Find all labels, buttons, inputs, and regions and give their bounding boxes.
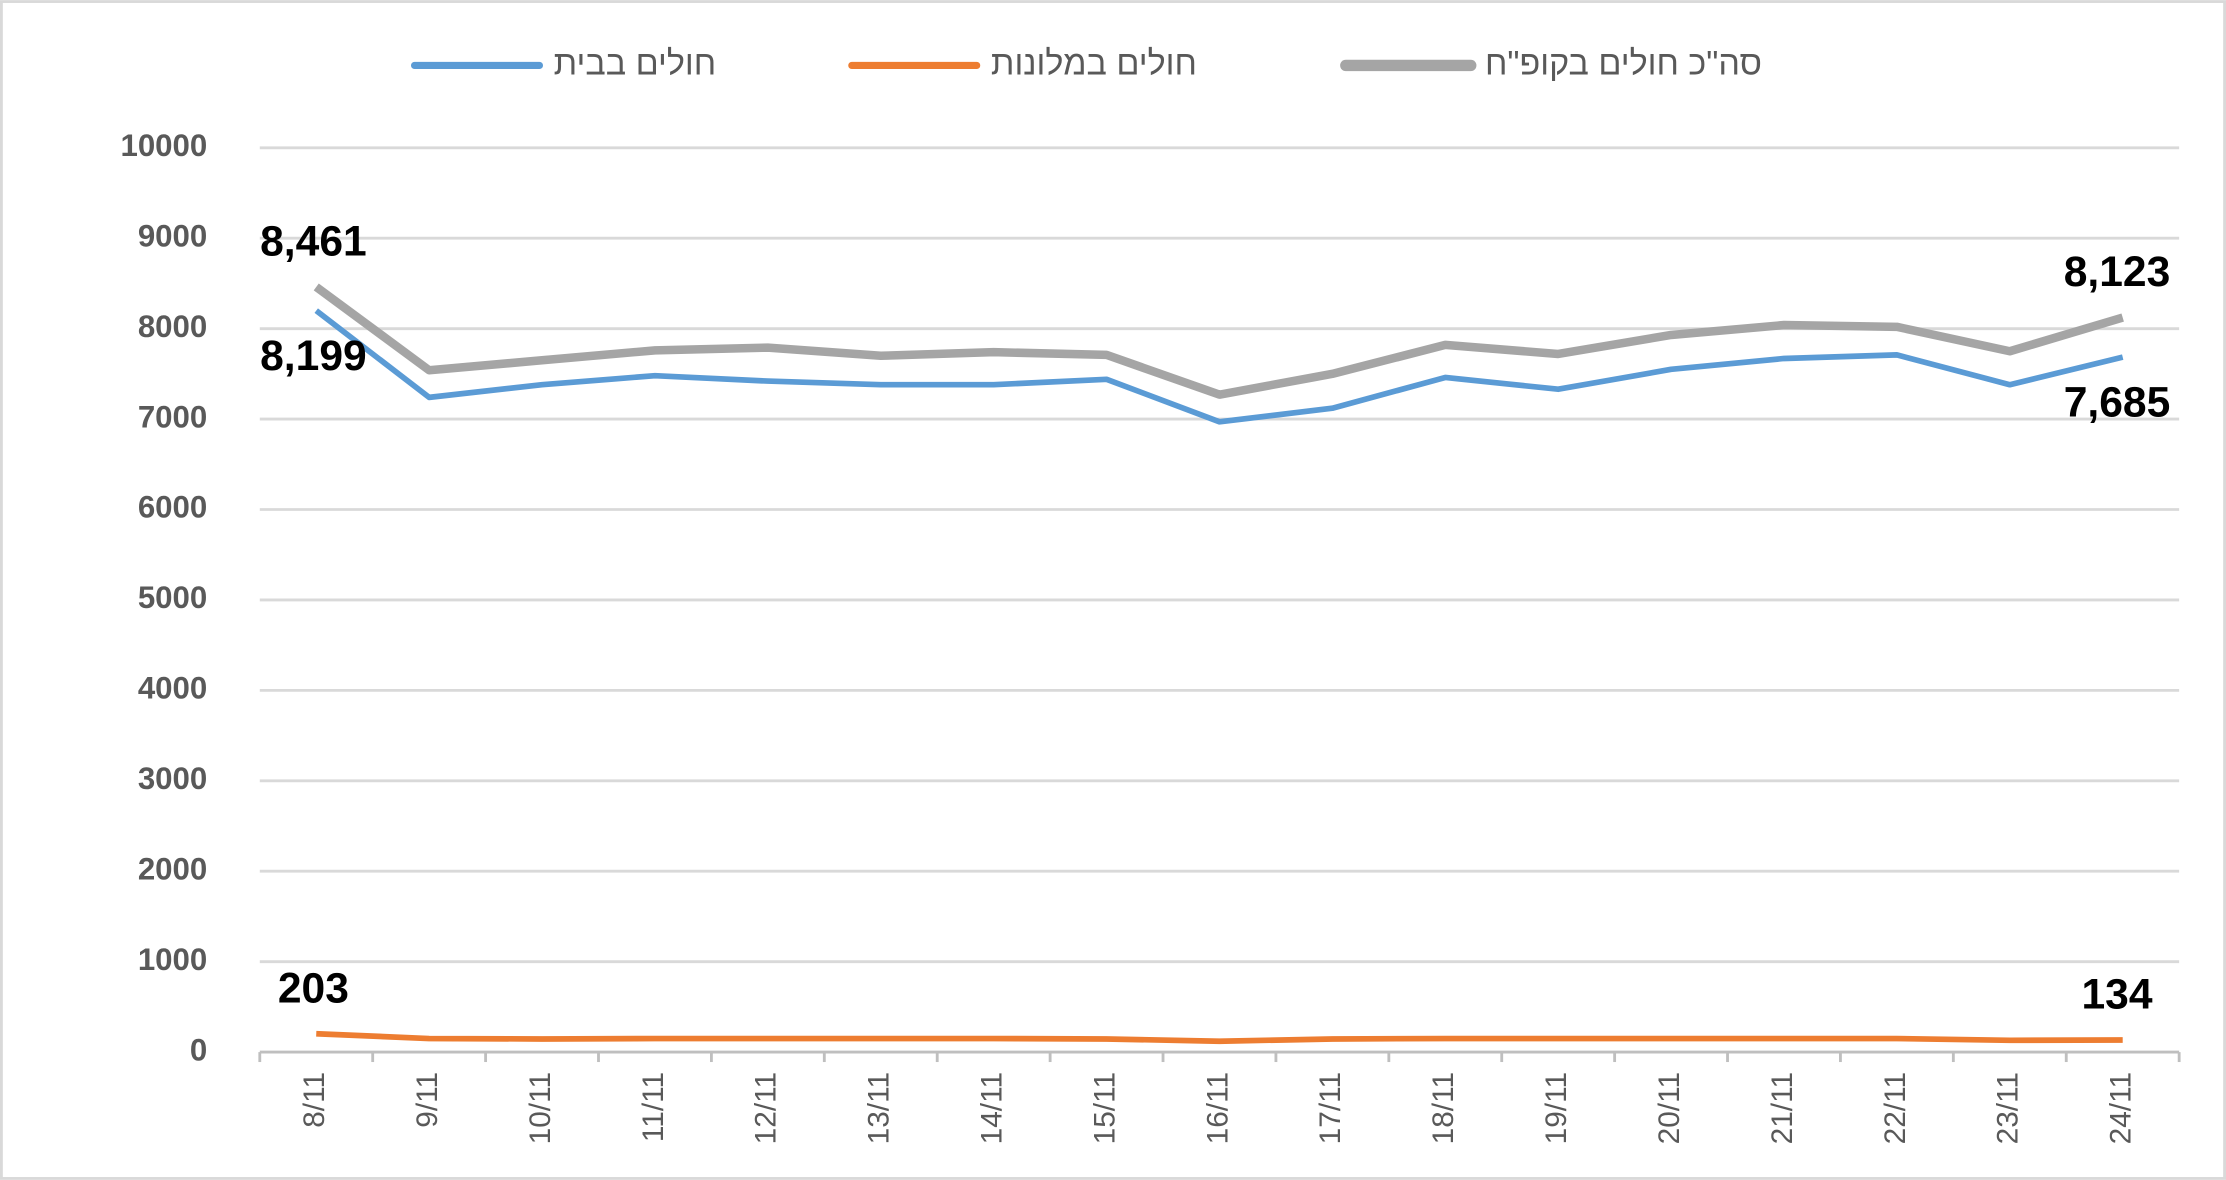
y-tick-label: 7000 (138, 399, 207, 434)
x-tick-label: 12/11 (750, 1072, 783, 1144)
legend-label: חולים במלונות (991, 44, 1197, 82)
data-label: 203 (278, 964, 349, 1012)
x-tick-label: 16/11 (1201, 1072, 1234, 1144)
x-tick-label: 11/11 (637, 1072, 670, 1142)
x-tick-label: 15/11 (1088, 1072, 1121, 1144)
x-tick-label: 21/11 (1766, 1072, 1799, 1144)
y-tick-label: 5000 (138, 580, 207, 615)
x-tick-label: 17/11 (1314, 1072, 1347, 1144)
series-line (314, 308, 2124, 425)
data-label: 8,461 (260, 218, 367, 266)
x-tick-label: 23/11 (1992, 1072, 2025, 1144)
data-label: 7,685 (2064, 379, 2171, 427)
x-tick-label: 18/11 (1427, 1072, 1460, 1144)
x-tick-label: 13/11 (863, 1072, 896, 1144)
y-tick-label: 10000 (120, 128, 207, 163)
y-tick-label: 2000 (138, 851, 207, 886)
y-tick-label: 0 (190, 1032, 207, 1067)
x-tick-label: 20/11 (1653, 1072, 1686, 1144)
y-tick-label: 1000 (138, 942, 207, 977)
data-label: 8,123 (2064, 248, 2171, 296)
x-tick-label: 10/11 (524, 1072, 557, 1144)
legend-label: סה"כ חולים בקופ"ח (1485, 44, 1762, 82)
data-label: 8,199 (260, 332, 367, 380)
y-tick-label: 8000 (138, 309, 207, 344)
x-tick-label: 8/11 (298, 1072, 331, 1128)
y-tick-label: 9000 (138, 218, 207, 253)
x-tick-label: 19/11 (1540, 1072, 1573, 1144)
y-tick-label: 3000 (138, 761, 207, 796)
legend-label: חולים בבית (554, 44, 717, 82)
data-label: 134 (2081, 971, 2152, 1019)
x-tick-label: 24/11 (2105, 1072, 2138, 1144)
series-line (313, 283, 2124, 399)
y-tick-label: 4000 (138, 671, 207, 706)
series-line (316, 1030, 2123, 1045)
x-tick-label: 22/11 (1879, 1072, 1912, 1144)
x-tick-label: 9/11 (411, 1072, 444, 1128)
y-tick-label: 6000 (138, 490, 207, 525)
x-tick-label: 14/11 (976, 1072, 1009, 1144)
